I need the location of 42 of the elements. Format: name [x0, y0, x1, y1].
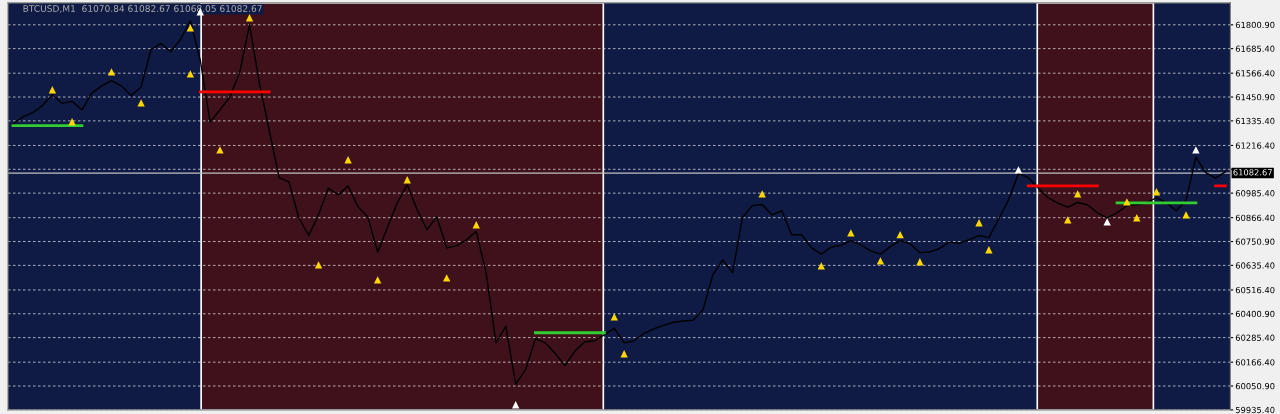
y-tick-label: 60166.40: [1235, 359, 1275, 366]
point: [1014, 166, 1023, 174]
y-tick-label: 61216.40: [1235, 142, 1275, 149]
y-tick-label: 59935.40: [1235, 406, 1275, 414]
y-tick-label: 61450.90: [1235, 94, 1275, 101]
point: [443, 274, 451, 282]
y-tick-label: 60285.40: [1235, 334, 1275, 341]
point: [245, 14, 254, 22]
point: [1182, 211, 1190, 219]
point: [48, 86, 57, 94]
point: [314, 261, 323, 269]
point: [1073, 190, 1082, 198]
point: [186, 24, 195, 32]
point: [374, 276, 382, 284]
point: [758, 190, 766, 198]
y-tick-label: 60400.90: [1235, 310, 1275, 318]
point: [1192, 146, 1200, 154]
point: [1064, 216, 1072, 224]
y-tick-label: 60866.40: [1235, 214, 1275, 221]
y-tick-label: 61335.40: [1235, 117, 1275, 125]
point: [876, 257, 885, 265]
point: [512, 401, 520, 409]
line-series: [12, 20, 1227, 385]
y-tick-label: 61685.40: [1235, 45, 1275, 52]
y-tick-label: 61800.90: [1235, 21, 1275, 29]
chart-title: BTCUSD,M1 61070.84 61082.67 61068.05 61082.67: [23, 5, 262, 13]
point: [1103, 218, 1111, 226]
y-tick-label: 61566.40: [1235, 70, 1275, 77]
point: [107, 68, 116, 76]
point: [610, 313, 618, 321]
y-tick-label: 60050.90: [1235, 383, 1275, 390]
point: [847, 229, 855, 237]
y-tick-label: 60985.40: [1235, 190, 1275, 197]
y-tick-label: 60635.40: [1235, 262, 1275, 269]
y-tick-label: 60516.40: [1235, 286, 1275, 294]
point: [817, 262, 825, 270]
y-tick-label: 60750.90: [1235, 238, 1275, 245]
point: [1152, 188, 1161, 196]
point: [1123, 198, 1131, 206]
point: [186, 70, 195, 78]
point: [216, 146, 224, 154]
ref-line-label: 61082.67: [1233, 169, 1272, 176]
